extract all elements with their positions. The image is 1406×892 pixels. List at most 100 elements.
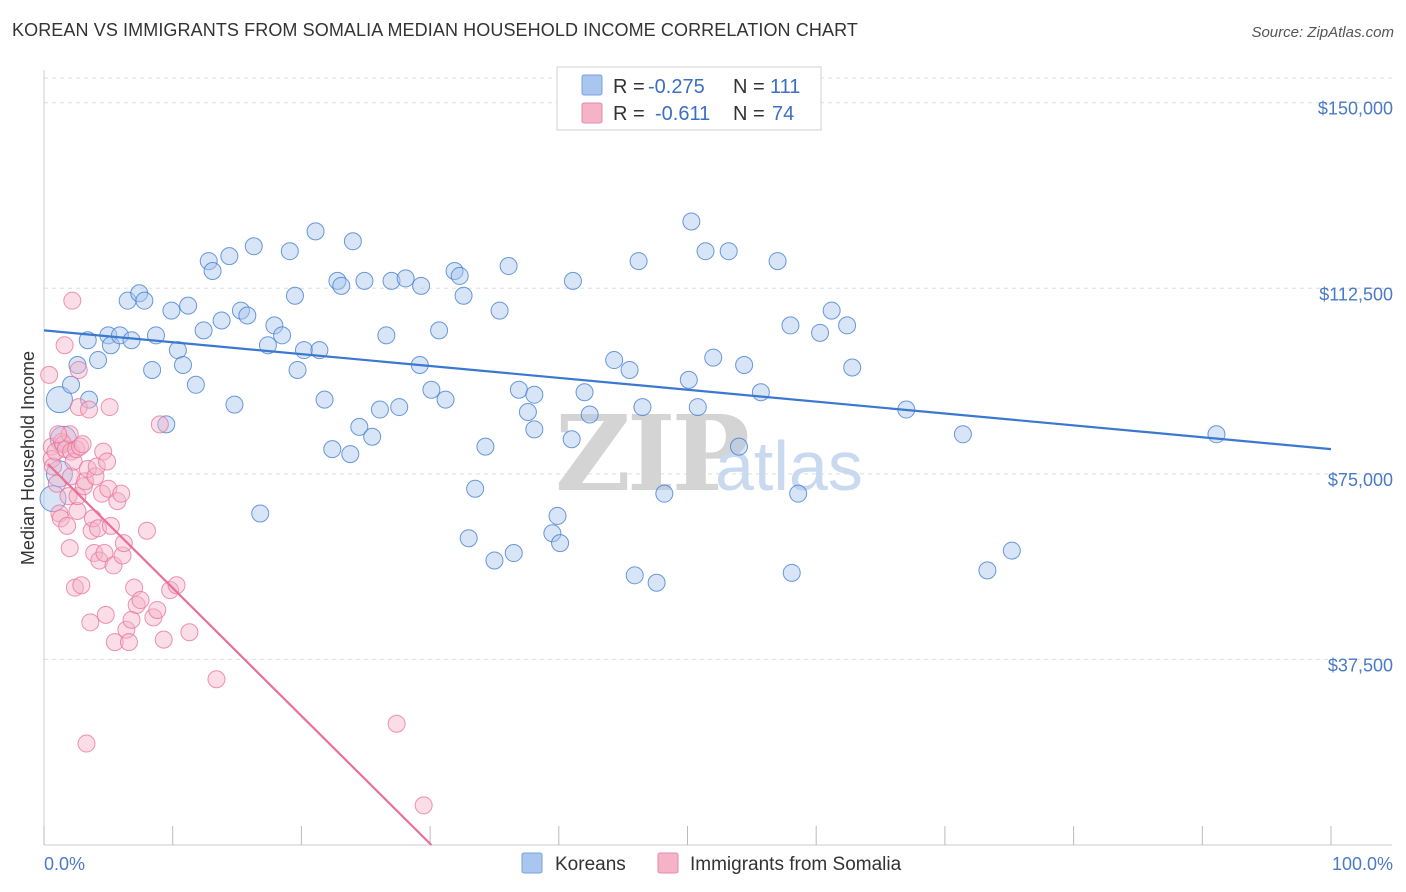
somalia-point: [59, 487, 78, 506]
somalia-point: [167, 576, 186, 595]
somalia-point: [44, 457, 63, 476]
korean-point: [273, 326, 292, 345]
somalia-point: [150, 415, 169, 434]
korean-point: [551, 534, 570, 553]
korean-point: [629, 252, 648, 271]
korean-point: [288, 360, 307, 379]
korean-point: [430, 321, 449, 340]
bottom-legend: Koreans Immigrants from Somalia: [521, 852, 902, 875]
somalia-point: [414, 796, 433, 815]
korean-point: [696, 242, 715, 261]
legend-r-label-somalia: R =: [613, 103, 645, 125]
somalia-point: [95, 544, 114, 563]
x-tick-label-max: 100.0%: [1332, 854, 1393, 874]
korean-point: [575, 383, 594, 402]
somalia-point: [119, 633, 138, 652]
somalia-point: [105, 633, 124, 652]
korean-point: [265, 316, 284, 335]
korean-point: [504, 544, 523, 563]
y-axis-label: Median Household Income: [18, 351, 38, 565]
somalia-point: [81, 613, 100, 632]
korean-point: [838, 316, 857, 335]
legend-n-label-somalia: N =: [733, 103, 765, 125]
korean-point: [688, 398, 707, 417]
korean-point: [280, 242, 299, 261]
somalia-point: [77, 734, 96, 753]
somalia-point: [60, 539, 79, 558]
korean-point: [377, 326, 396, 345]
korean-point: [382, 271, 401, 290]
somalia-point: [180, 623, 199, 642]
korean-point: [953, 425, 972, 444]
somalia-point: [86, 467, 105, 486]
korean-point: [179, 296, 198, 315]
watermark-atlas: atlas: [715, 427, 863, 505]
somalia-point: [55, 336, 74, 355]
korean-point: [543, 524, 562, 543]
korean-point: [194, 321, 213, 340]
korean-point: [212, 311, 231, 330]
korean-point: [751, 383, 770, 402]
korean-point: [1002, 541, 1021, 560]
somalia-point: [51, 509, 70, 528]
korean-point: [625, 566, 644, 585]
legend-swatch-koreans: [581, 74, 603, 96]
somalia-point: [98, 452, 117, 471]
korean-point: [122, 331, 141, 350]
korean-point: [525, 385, 544, 404]
legend-r-value-somalia: -0.611: [655, 103, 710, 125]
source-label: Source: ZipAtlas.com: [1251, 24, 1394, 41]
korean-point: [729, 437, 748, 456]
y-tick-label: $37,500: [1328, 655, 1393, 675]
korean-point: [704, 348, 723, 367]
legend-n-value-somalia: 74: [772, 103, 794, 125]
korean-point: [78, 331, 97, 350]
korean-point: [499, 257, 518, 276]
korean-point: [781, 316, 800, 335]
chart-title: KOREAN VS IMMIGRANTS FROM SOMALIA MEDIAN…: [12, 20, 858, 40]
korean-point: [789, 484, 808, 503]
korean-point: [436, 390, 455, 409]
korean-point: [396, 269, 415, 288]
korean-point: [143, 360, 162, 379]
somalia-point: [104, 556, 123, 575]
korean-point: [605, 351, 624, 370]
korean-point: [485, 551, 504, 570]
korean-point: [782, 563, 801, 582]
koreans-trend-line: [43, 329, 1332, 451]
somalia-point: [69, 360, 88, 379]
korean-point: [525, 420, 544, 439]
korean-point: [110, 326, 129, 345]
somalia-point: [72, 576, 91, 595]
somalia-point: [63, 291, 82, 310]
y-tick-labels: $37,500 $75,000 $112,500 $150,000: [1318, 99, 1393, 676]
x-tick-label-min: 0.0%: [44, 854, 85, 874]
korean-point: [332, 276, 351, 295]
korean-point: [45, 386, 73, 414]
korean-point: [285, 286, 304, 305]
somalia-point: [47, 474, 66, 493]
korean-point: [445, 261, 464, 280]
korean-point: [350, 417, 369, 436]
korean-point: [244, 237, 263, 256]
bottom-legend-swatch-somalia: [657, 852, 679, 874]
somalia-point: [207, 670, 226, 689]
legend-n-label-koreans: N =: [733, 76, 765, 98]
x-ticks: [43, 826, 1332, 845]
legend-r-label-koreans: R =: [613, 76, 645, 98]
watermark-zip: ZIP: [555, 392, 748, 515]
korean-point: [341, 445, 360, 464]
korean-point: [562, 430, 581, 449]
korean-point: [843, 358, 862, 377]
korean-point: [80, 390, 99, 409]
series-somalia: [40, 291, 433, 815]
somalia-point: [148, 600, 167, 619]
korean-point: [251, 504, 270, 523]
somalia-trend-line: [47, 463, 433, 846]
korean-point: [135, 291, 154, 310]
korean-point: [822, 301, 841, 320]
korean-point: [199, 252, 218, 271]
korean-point: [450, 266, 469, 285]
korean-point: [62, 375, 81, 394]
korean-point: [220, 247, 239, 266]
